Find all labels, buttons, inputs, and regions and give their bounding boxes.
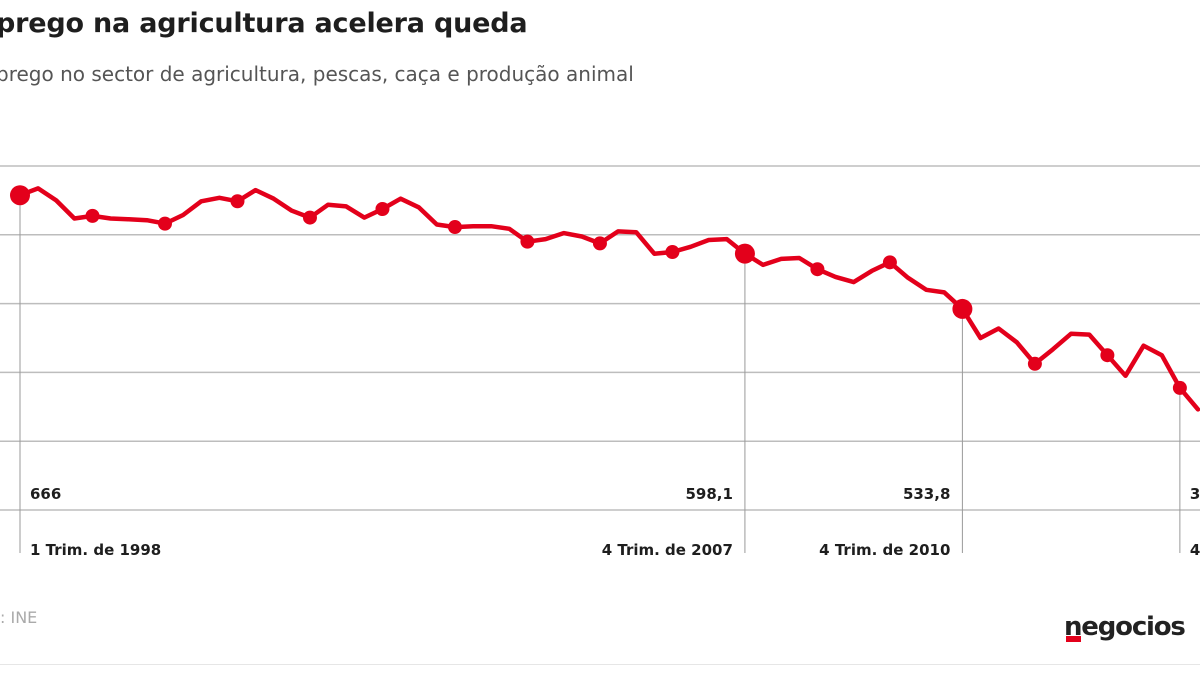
chart-subtitle: prego no sector de agricultura, pescas, … (0, 62, 634, 86)
data-point (734, 243, 755, 264)
logo-accent-bar (1066, 636, 1081, 642)
value-label: 533,8 (903, 485, 950, 503)
period-label: 4 Trim. de 2007 (602, 541, 733, 559)
data-point (302, 210, 317, 225)
chart-title: prego na agricultura acelera queda (0, 8, 528, 39)
data-point (952, 298, 973, 319)
data-point (447, 220, 462, 235)
line-chart: 666 1 Trim. de 1998 598,1 4 Trim. de 2007 53… (0, 165, 1200, 559)
series-line (17, 186, 1200, 412)
data-point (810, 262, 825, 277)
negocios-logo: negocios (1064, 612, 1186, 642)
value-label: 598,1 (685, 485, 732, 503)
value-label: 666 (30, 485, 61, 503)
data-point (157, 216, 172, 231)
footer-divider (0, 664, 1200, 665)
source-note: : INE (0, 608, 38, 627)
data-point (85, 208, 100, 223)
data-point (1172, 380, 1187, 395)
data-point (375, 202, 390, 216)
data-point (592, 236, 607, 251)
data-point (665, 245, 680, 259)
data-point (882, 255, 897, 270)
data-point (1027, 356, 1042, 371)
period-label: 4 Trim. de 2010 (819, 541, 950, 559)
data-point (10, 185, 30, 206)
data-point (230, 194, 245, 209)
data-point (520, 234, 535, 249)
value-label: 34 (1190, 485, 1200, 503)
period-label: 4 Trim. de 2 (1190, 541, 1200, 559)
data-point (1100, 348, 1115, 363)
period-label: 1 Trim. de 1998 (30, 541, 161, 559)
